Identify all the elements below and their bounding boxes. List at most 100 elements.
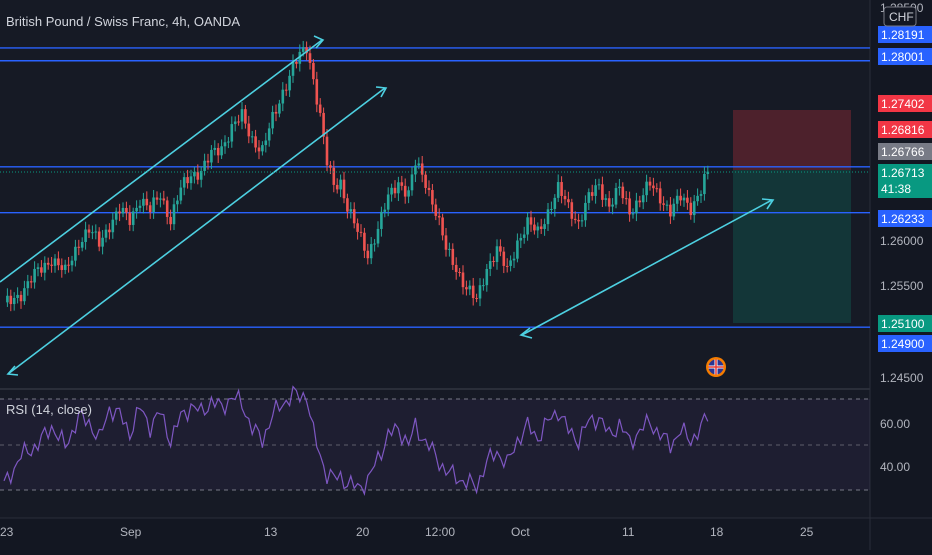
candle-body: [9, 295, 13, 305]
candle-body: [339, 179, 342, 190]
candle-body: [519, 237, 523, 241]
candle-body: [499, 246, 502, 252]
candle-body: [658, 188, 662, 204]
candle-body: [403, 185, 407, 197]
candle-body: [342, 179, 346, 199]
uk-event-icon[interactable]: [706, 357, 726, 377]
candle-body: [301, 47, 305, 52]
candle-body: [652, 185, 655, 189]
currency-badge-bg: [883, 6, 917, 27]
candle-body: [618, 186, 621, 189]
currency-badge[interactable]: CHF: [883, 6, 917, 27]
price-pane[interactable]: [0, 0, 870, 388]
time-tick: 20: [356, 525, 370, 539]
candle-body: [60, 265, 64, 270]
channel-upper-line[interactable]: [0, 39, 323, 283]
stop-loss-zone[interactable]: [733, 110, 851, 170]
candle-body: [148, 205, 152, 213]
candle-body: [19, 294, 23, 302]
candle-body: [349, 209, 353, 212]
price-label: 1.26766: [881, 145, 925, 159]
time-tick: 18: [710, 525, 724, 539]
support-end-arrowhead: [761, 198, 775, 210]
rsi-tick: 40.00: [880, 460, 910, 474]
candle-body: [451, 248, 455, 265]
candle-body: [182, 177, 186, 188]
candle-body: [516, 240, 519, 259]
time-tick: 11: [622, 525, 635, 539]
candle-body: [488, 261, 492, 269]
candle-body: [138, 205, 142, 208]
time-axis[interactable]: 23 Sep 13 20 12:00 Oct 11 18 25: [0, 525, 814, 539]
candle-body: [305, 47, 308, 54]
candle-body: [63, 264, 67, 270]
candle-body: [492, 261, 495, 263]
candle-body: [318, 104, 322, 113]
candle-body: [210, 149, 213, 163]
candle-body: [101, 237, 104, 247]
candle-body: [346, 198, 349, 212]
candle-body: [281, 89, 285, 104]
price-tick: 1.26000: [880, 234, 924, 248]
candle-body: [638, 200, 642, 203]
candle-body: [329, 165, 332, 168]
candle-body: [672, 203, 676, 217]
time-tick: 13: [264, 525, 278, 539]
time-tick: 25: [800, 525, 814, 539]
candle-body: [288, 75, 291, 91]
candle-body: [563, 195, 567, 200]
candle-body: [468, 285, 472, 290]
candle-body: [689, 202, 693, 216]
candle-body: [94, 231, 98, 233]
time-tick: Sep: [120, 525, 142, 539]
rising-support-line[interactable]: [521, 199, 773, 336]
candle-body: [169, 216, 172, 225]
candle-body: [216, 147, 220, 156]
candle-body: [152, 197, 155, 213]
candle-body: [465, 287, 468, 290]
candle-body: [441, 217, 444, 236]
candle-body: [454, 264, 458, 273]
candle-body: [380, 211, 383, 229]
candle-body: [692, 201, 696, 216]
channel-lower-line[interactable]: [7, 87, 386, 375]
candle-body: [291, 61, 295, 76]
candle-body: [675, 195, 679, 204]
candle-body: [580, 220, 584, 222]
candle-body: [635, 200, 638, 214]
candle-body: [533, 224, 536, 231]
candle-body: [431, 190, 434, 205]
candle-body: [322, 112, 325, 137]
candle-body: [648, 181, 652, 186]
candle-body: [111, 219, 115, 233]
candle-body: [57, 258, 60, 266]
candle-body: [461, 272, 465, 288]
candle-body: [40, 267, 43, 273]
candle-body: [36, 267, 40, 269]
candle-body: [495, 246, 499, 263]
price-label: 1.28001: [881, 50, 925, 64]
candle-body: [227, 141, 230, 143]
candle-body: [155, 197, 159, 200]
candle-body: [247, 123, 251, 137]
candle-body: [325, 136, 329, 166]
candle-body: [410, 174, 414, 191]
candle-body: [254, 136, 257, 148]
trendlines[interactable]: [0, 35, 775, 376]
candle-body: [80, 241, 84, 248]
candle-body: [108, 229, 111, 233]
candle-body: [271, 111, 274, 129]
candle-body: [308, 53, 312, 63]
candle-body: [607, 198, 611, 207]
take-profit-zone[interactable]: [733, 170, 851, 323]
candle-body: [400, 182, 404, 186]
candle-body: [420, 163, 424, 175]
candle-body: [26, 281, 30, 289]
candle-body: [312, 62, 315, 80]
candle-body: [584, 202, 587, 221]
price-label-bg: [878, 210, 932, 227]
candle-body: [414, 165, 417, 175]
candle-body: [363, 232, 366, 251]
